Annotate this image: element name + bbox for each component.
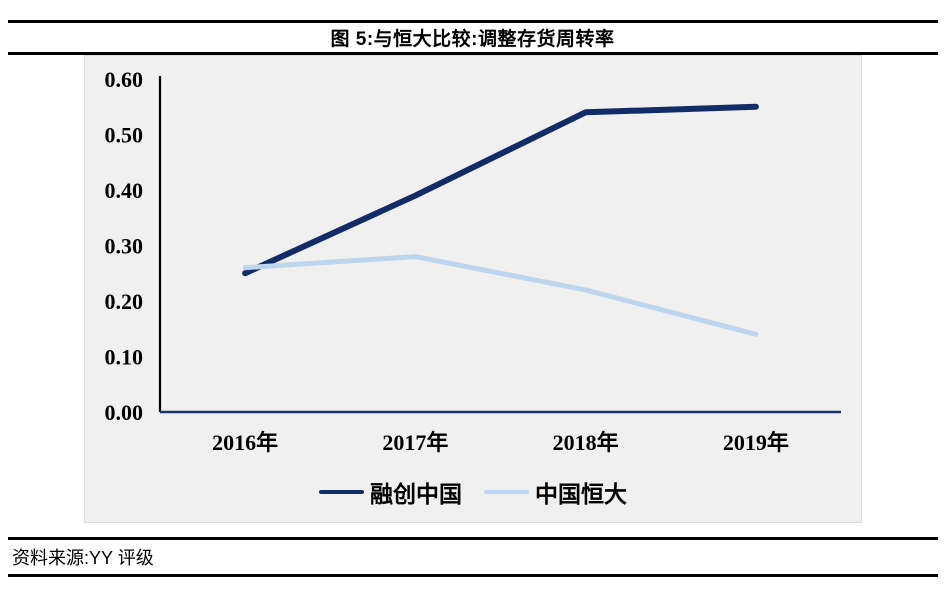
legend-label: 中国恒大 — [535, 482, 627, 507]
legend-item-1: 中国恒大 — [484, 475, 627, 509]
y-tick-label: 0.30 — [105, 234, 144, 259]
series-line-0 — [242, 103, 759, 277]
y-tick-label: 0.20 — [105, 289, 144, 314]
x-category-label: 2019年 — [723, 430, 789, 455]
y-tick-label: 0.60 — [105, 67, 144, 92]
chart-panel: 0.00 0.10 0.20 0.30 0.40 0.50 0.60 2016年 2017年 20… — [84, 55, 862, 523]
legend-item-0: 融创中国 — [319, 475, 462, 509]
chart-legend: 融创中国 中国恒大 — [85, 476, 861, 508]
legend-label: 融创中国 — [370, 482, 462, 507]
source-note: 资料来源:YY 评级 — [12, 548, 154, 568]
legend-line-swatch — [319, 490, 364, 494]
line-chart: 0.00 0.10 0.20 0.30 0.40 0.50 0.60 2016年 2017年 20… — [105, 67, 841, 455]
y-tick-label: 0.10 — [105, 345, 144, 370]
top-divider — [8, 20, 938, 23]
title-divider — [8, 52, 938, 55]
bottom-divider — [8, 574, 938, 577]
y-tick-label: 0.00 — [105, 400, 144, 425]
x-category-label: 2017年 — [382, 430, 448, 455]
legend-line-swatch — [484, 490, 529, 494]
y-tick-label: 0.50 — [105, 123, 144, 148]
source-divider — [8, 537, 938, 540]
series-line-1 — [242, 254, 759, 337]
y-tick-label: 0.40 — [105, 178, 144, 203]
x-category-label: 2018年 — [553, 430, 619, 455]
x-category-label: 2016年 — [212, 430, 278, 455]
figure-title: 图 5:与恒大比较:调整存货周转率 — [330, 29, 615, 50]
